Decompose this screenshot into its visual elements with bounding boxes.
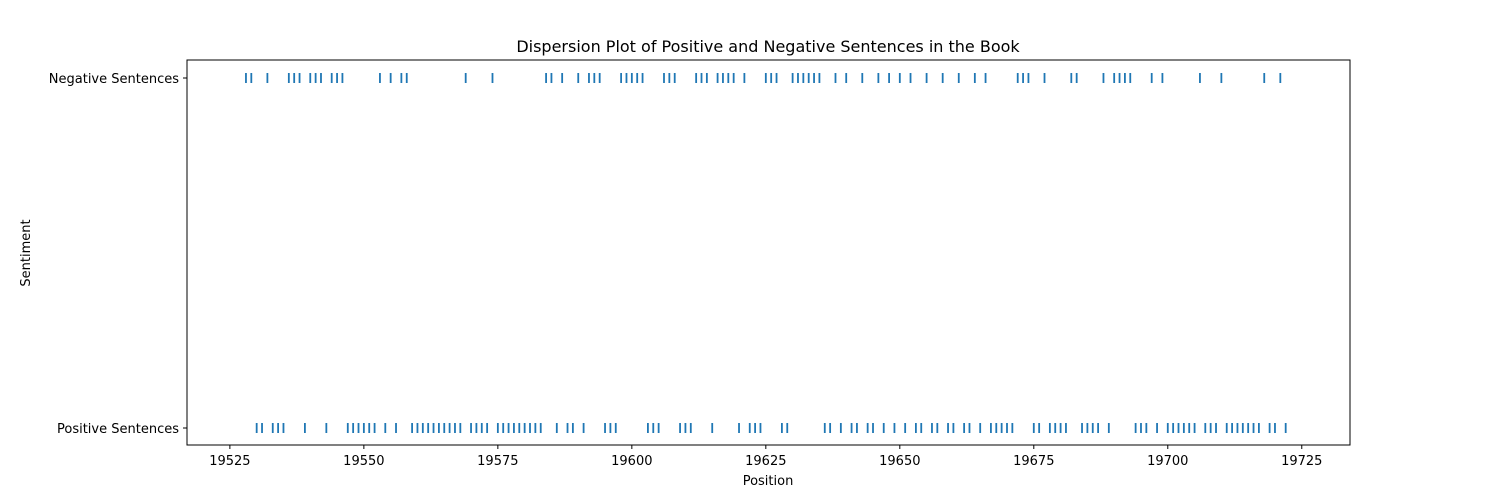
y-tick-label: Negative Sentences	[49, 72, 179, 87]
x-tick-label: 19575	[477, 454, 518, 469]
x-tick-label: 19550	[343, 454, 384, 469]
x-tick-label: 19700	[1147, 454, 1188, 469]
chart-title: Dispersion Plot of Positive and Negative…	[516, 37, 1020, 56]
plot-marks	[245, 73, 1287, 433]
x-tick-label: 19650	[879, 454, 920, 469]
x-axis-ticks: 19525 19550 19575 19600 19625 19650 19675 19700…	[209, 445, 1322, 469]
x-tick-label: 19525	[209, 454, 250, 469]
x-tick-label: 19725	[1281, 454, 1322, 469]
plot-frame	[186, 59, 1351, 446]
x-axis-label: Position	[743, 474, 794, 489]
y-axis-ticks: Positive Sentences Negative Sentences	[49, 72, 187, 437]
y-axis-label: Sentiment	[19, 219, 34, 286]
x-tick-label: 19625	[745, 454, 786, 469]
x-tick-label: 19675	[1013, 454, 1054, 469]
x-tick-label: 19600	[611, 454, 652, 469]
y-tick-label: Positive Sentences	[57, 422, 179, 437]
